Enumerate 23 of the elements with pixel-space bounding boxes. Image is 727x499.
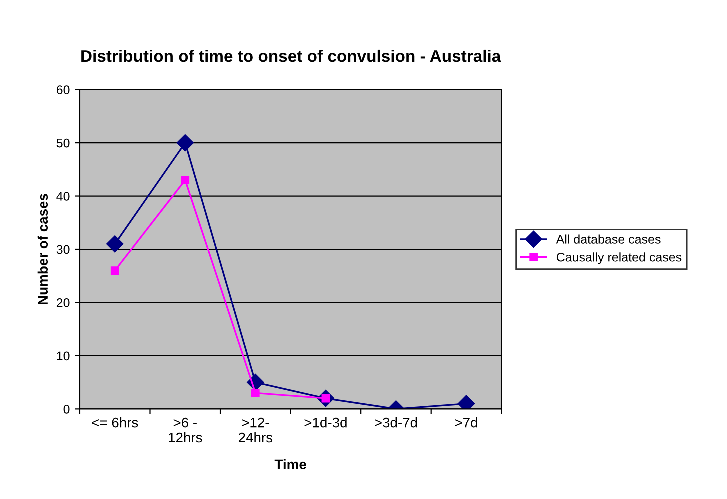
- y-tick-label: 30: [56, 245, 70, 254]
- x-tick-label: >3d-7d: [375, 418, 418, 428]
- x-tick-label: <= 6hrs: [92, 418, 138, 428]
- point: [106, 236, 124, 253]
- y-tick-label: 40: [56, 192, 70, 201]
- point: [110, 266, 120, 275]
- legend-label: All database cases: [556, 234, 661, 244]
- x-tick-label: >6 - 12hrs: [169, 418, 202, 443]
- y-axis-title: Number of cases: [38, 194, 48, 305]
- y-tick-label: 20: [56, 298, 70, 308]
- point: [181, 176, 190, 184]
- legend-label: Causally related cases: [556, 252, 682, 264]
- point: [176, 134, 194, 152]
- y-tick-label: 50: [56, 138, 70, 148]
- y-tick-label: 10: [57, 352, 70, 361]
- y-tick-label: 0: [64, 404, 70, 414]
- x-tick-label: >1d-3d: [304, 418, 347, 428]
- point: [251, 389, 260, 398]
- x-tick-label: >12- 24hrs: [238, 418, 273, 443]
- x-tick-label: >7d: [455, 418, 478, 428]
- y-tick-label: 60: [56, 86, 70, 94]
- x-axis-title: Time: [274, 459, 306, 470]
- chart-title: Distribution of time to onset of convulsion - Australia: [82, 50, 502, 62]
